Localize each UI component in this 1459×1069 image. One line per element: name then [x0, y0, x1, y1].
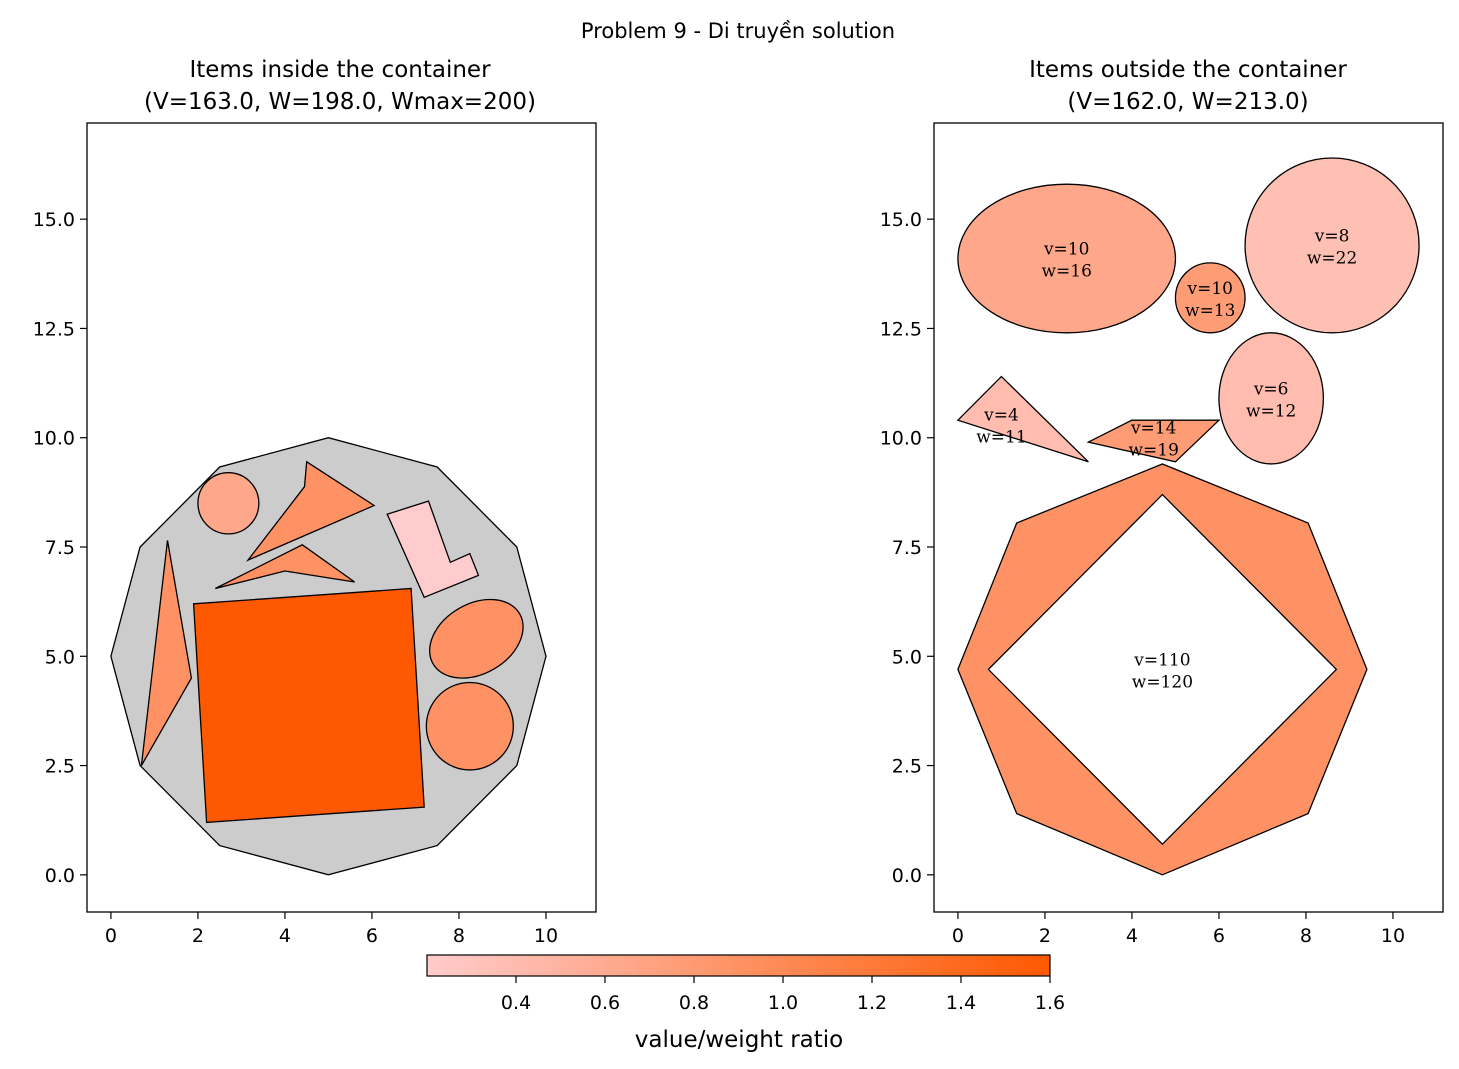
outside-item-3-label-value: v=8: [1314, 226, 1350, 246]
x-tick-label: 4: [279, 925, 291, 947]
x-tick-label: 8: [453, 925, 465, 947]
panel-inside-plot-area: [110, 437, 547, 876]
x-tick-label: 0: [952, 925, 964, 947]
outside-item-6-polygon: [1086, 419, 1221, 463]
colorbar-label: value/weight ratio: [635, 1027, 843, 1053]
x-tick-label: 8: [1300, 925, 1312, 947]
panel-inside-title-line2: (V=163.0, W=198.0, Wmax=200): [144, 89, 536, 115]
colorbar-gradient: [426, 954, 1051, 977]
outside-item-1-ellipse: [957, 183, 1177, 334]
panel-outside: Items outside the container (V=162.0, W=…: [880, 57, 1444, 947]
outside-item-5-label-weight: w=11: [976, 428, 1026, 448]
panel-outside-title-line2: (V=162.0, W=213.0): [1067, 89, 1308, 115]
outside-item-6-label-weight: w=19: [1128, 441, 1178, 461]
y-tick-label: 2.5: [892, 756, 922, 778]
x-tick-label: 0: [105, 925, 117, 947]
inside-item-4-polygon: [386, 500, 480, 599]
y-tick-label: 0.0: [892, 865, 922, 887]
y-tick-label: 10.0: [33, 428, 75, 450]
outside-item-1-label-weight: w=16: [1041, 262, 1091, 282]
inside-item-1-circle: [197, 472, 260, 535]
y-tick-label: 7.5: [45, 537, 75, 559]
panel-inside-ticks: 0 2 4 6 8 10 0.0 2.5 5.0 7.5 10.0 12.5 15.0: [33, 209, 558, 947]
y-tick-label: 15.0: [880, 209, 922, 231]
colorbar-tick-label: 0.4: [501, 992, 531, 1014]
outside-item-2-circle: [1174, 262, 1246, 334]
y-tick-label: 10.0: [880, 428, 922, 450]
panel-outside-axes-frame: [933, 122, 1444, 913]
panel-inside-title-line1: Items inside the container: [189, 57, 491, 83]
y-tick-label: 2.5: [45, 756, 75, 778]
inside-item-7-ellipse: [428, 598, 524, 679]
outside-item-2-label-weight: w=13: [1185, 301, 1235, 321]
x-tick-label: 10: [534, 925, 558, 947]
outside-item-7-ring: [957, 463, 1368, 876]
panel-outside-title-line1: Items outside the container: [1029, 57, 1347, 83]
colorbar-tick-label: 1.4: [946, 992, 976, 1014]
panel-inside-axes-frame: [86, 122, 597, 913]
y-tick-label: 0.0: [45, 865, 75, 887]
outside-item-5-label-value: v=4: [983, 406, 1019, 426]
outside-item-3-label-weight: w=22: [1307, 248, 1357, 268]
inside-item-5-polygon: [140, 540, 193, 766]
x-tick-label: 6: [366, 925, 378, 947]
y-tick-label: 5.0: [45, 646, 75, 668]
outside-item-3-circle: [1244, 157, 1420, 334]
inside-item-2-polygon: [245, 460, 376, 562]
figure-suptitle: Problem 9 - Di truyền solution: [581, 19, 895, 43]
x-tick-label: 2: [1039, 925, 1051, 947]
y-tick-label: 5.0: [892, 646, 922, 668]
outside-item-7-label-value: v=110: [1133, 650, 1190, 670]
colorbar: 0.4 0.6 0.8 1.0 1.2 1.4 1.6 value/weight ratio: [426, 954, 1065, 1053]
inside-item-3-polygon: [215, 544, 355, 590]
y-tick-label: 12.5: [33, 318, 75, 340]
outside-item-1-label-value: v=10: [1043, 240, 1089, 260]
colorbar-tick-label: 1.2: [857, 992, 887, 1014]
outside-item-4-label-weight: w=12: [1246, 401, 1296, 421]
outside-item-4-ellipse: [1218, 332, 1325, 465]
x-tick-label: 10: [1381, 925, 1405, 947]
outside-item-6-label-value: v=14: [1130, 419, 1176, 439]
inside-item-6-polygon: [192, 587, 425, 824]
colorbar-tick-label: 0.8: [679, 992, 709, 1014]
outside-item-4-label-value: v=6: [1253, 379, 1289, 399]
colorbar-ticks: 0.4 0.6 0.8 1.0 1.2 1.4 1.6: [501, 976, 1065, 1014]
colorbar-tick-label: 1.0: [768, 992, 798, 1014]
inside-item-8-circle: [425, 681, 514, 771]
panel-inside: Items inside the container (V=163.0, W=1…: [33, 57, 597, 947]
y-tick-label: 7.5: [892, 537, 922, 559]
panel-outside-ticks: 0 2 4 6 8 10 0.0 2.5 5.0 7.5 10.0 12.5 15.0: [880, 209, 1405, 947]
x-tick-label: 4: [1126, 925, 1138, 947]
outside-item-2-label-value: v=10: [1187, 279, 1233, 299]
colorbar-tick-label: 0.6: [590, 992, 620, 1014]
y-tick-label: 12.5: [880, 318, 922, 340]
y-tick-label: 15.0: [33, 209, 75, 231]
outside-item-7-label-weight: w=120: [1132, 672, 1193, 692]
outside-item-5-polygon: [956, 375, 1089, 463]
x-tick-label: 2: [192, 925, 204, 947]
x-tick-label: 6: [1213, 925, 1225, 947]
colorbar-tick-label: 1.6: [1035, 992, 1065, 1014]
panel-outside-plot-area: v=10w=16v=10w=13v=8w=22v=6w=12v=4w=11 v=1…: [956, 157, 1420, 876]
